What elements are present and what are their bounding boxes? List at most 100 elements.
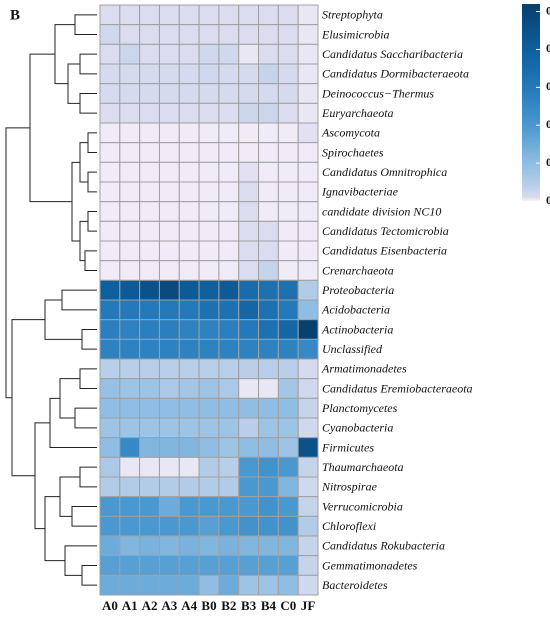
heatmap-cell bbox=[258, 201, 279, 222]
heatmap-cell bbox=[178, 102, 200, 124]
heatmap-cell bbox=[198, 122, 220, 144]
heatmap-cell bbox=[139, 83, 160, 104]
heatmap-cell bbox=[178, 358, 200, 380]
heatmap-cell bbox=[99, 4, 121, 26]
heatmap-cell bbox=[158, 220, 180, 242]
heatmap-cell bbox=[198, 515, 220, 537]
heatmap-cell bbox=[277, 260, 299, 281]
heatmap-cell bbox=[139, 102, 160, 124]
dendrogram-branch bbox=[64, 545, 97, 576]
heatmap-cell bbox=[297, 417, 319, 439]
heatmap-cell bbox=[277, 476, 299, 498]
heatmap-cell bbox=[178, 535, 200, 557]
column-label: B0 bbox=[201, 598, 216, 613]
heatmap-cell bbox=[277, 279, 299, 301]
heatmap-cell bbox=[198, 260, 220, 281]
heatmap-cell bbox=[119, 220, 141, 242]
heatmap-cell bbox=[198, 279, 220, 301]
heatmap-cell bbox=[218, 535, 240, 557]
heatmap-cell bbox=[139, 574, 160, 596]
heatmap-cell bbox=[238, 122, 260, 144]
heatmap-cell bbox=[258, 299, 279, 321]
heatmap-cell bbox=[158, 299, 180, 321]
heatmap-cell bbox=[119, 102, 141, 124]
heatmap-cell bbox=[238, 240, 260, 262]
heatmap-cell bbox=[297, 496, 319, 517]
heatmap-cell bbox=[139, 476, 160, 498]
heatmap-cell bbox=[258, 161, 279, 183]
heatmap-cell bbox=[297, 83, 319, 104]
heatmap-cell bbox=[238, 397, 260, 419]
heatmap-cell bbox=[297, 161, 319, 183]
heatmap-cell bbox=[218, 574, 240, 596]
heatmap-cell bbox=[119, 181, 141, 203]
heatmap-cell bbox=[139, 417, 160, 439]
heatmap-cell bbox=[178, 4, 200, 26]
heatmap-cell bbox=[218, 456, 240, 478]
heatmap-cell bbox=[178, 397, 200, 419]
heatmap-cell bbox=[297, 279, 319, 301]
heatmap-cell bbox=[238, 24, 260, 45]
heatmap-cell bbox=[119, 358, 141, 380]
heatmap-cell bbox=[178, 319, 200, 340]
heatmap-cell bbox=[297, 181, 319, 203]
heatmap-cell bbox=[139, 161, 160, 183]
heatmap-cell bbox=[198, 4, 220, 26]
row-label: Candidatus Eisenbacteria bbox=[322, 244, 447, 258]
heatmap-cell bbox=[119, 4, 141, 26]
heatmap-cell bbox=[297, 260, 319, 281]
heatmap-cell bbox=[258, 260, 279, 281]
heatmap-cell bbox=[139, 319, 160, 340]
dendrogram-branch bbox=[54, 24, 75, 85]
heatmap-cell bbox=[198, 240, 220, 262]
row-label: Armatimonadetes bbox=[321, 362, 407, 376]
heatmap-cell bbox=[178, 201, 200, 222]
heatmap-cell bbox=[277, 338, 299, 360]
heatmap-cell bbox=[277, 378, 299, 399]
heatmap-cell bbox=[119, 535, 141, 557]
column-label: C0 bbox=[280, 598, 296, 613]
heatmap-cell bbox=[178, 574, 200, 596]
heatmap-cell bbox=[139, 279, 160, 301]
heatmap-cell bbox=[218, 476, 240, 498]
heatmap-cell bbox=[277, 319, 299, 340]
row-label: Unclassified bbox=[322, 342, 383, 356]
heatmap-cell bbox=[158, 201, 180, 222]
heatmap-cell bbox=[158, 240, 180, 262]
heatmap-cell bbox=[297, 240, 319, 262]
heatmap-cell bbox=[238, 535, 260, 557]
heatmap-cell bbox=[99, 24, 121, 45]
heatmap-cell bbox=[198, 417, 220, 439]
heatmap-cell bbox=[119, 574, 141, 596]
heatmap-cell bbox=[158, 496, 180, 517]
heatmap-cell bbox=[198, 555, 220, 576]
heatmap-cell bbox=[139, 142, 160, 163]
heatmap-cell bbox=[158, 574, 180, 596]
heatmap-cell bbox=[238, 338, 260, 360]
heatmap-cell bbox=[218, 220, 240, 242]
row-label: candidate division NC10 bbox=[322, 204, 441, 218]
heatmap-cell bbox=[258, 142, 279, 163]
heatmap-cell bbox=[198, 358, 220, 380]
heatmap-cell bbox=[119, 63, 141, 85]
heatmap-cell bbox=[139, 535, 160, 557]
heatmap-cell bbox=[99, 358, 121, 380]
heatmap-cell bbox=[258, 378, 279, 399]
heatmap-cell bbox=[277, 181, 299, 203]
heatmap-cell bbox=[218, 142, 240, 163]
heatmap-cell bbox=[139, 24, 160, 45]
heatmap-cell bbox=[99, 496, 121, 517]
heatmap-cell bbox=[119, 260, 141, 281]
heatmap-cell bbox=[218, 181, 240, 203]
heatmap-cell bbox=[99, 240, 121, 262]
heatmap-cell bbox=[158, 279, 180, 301]
heatmap-cell bbox=[178, 476, 200, 498]
heatmap-cell bbox=[139, 397, 160, 419]
row-label: Candidatus Rokubacteria bbox=[322, 539, 445, 553]
heatmap-cell bbox=[158, 319, 180, 340]
heatmap-cell bbox=[258, 83, 279, 104]
heatmap-cell bbox=[218, 83, 240, 104]
heatmap-cell bbox=[198, 142, 220, 163]
dendrogram-branch bbox=[5, 127, 30, 399]
heatmap-cell bbox=[158, 378, 180, 399]
